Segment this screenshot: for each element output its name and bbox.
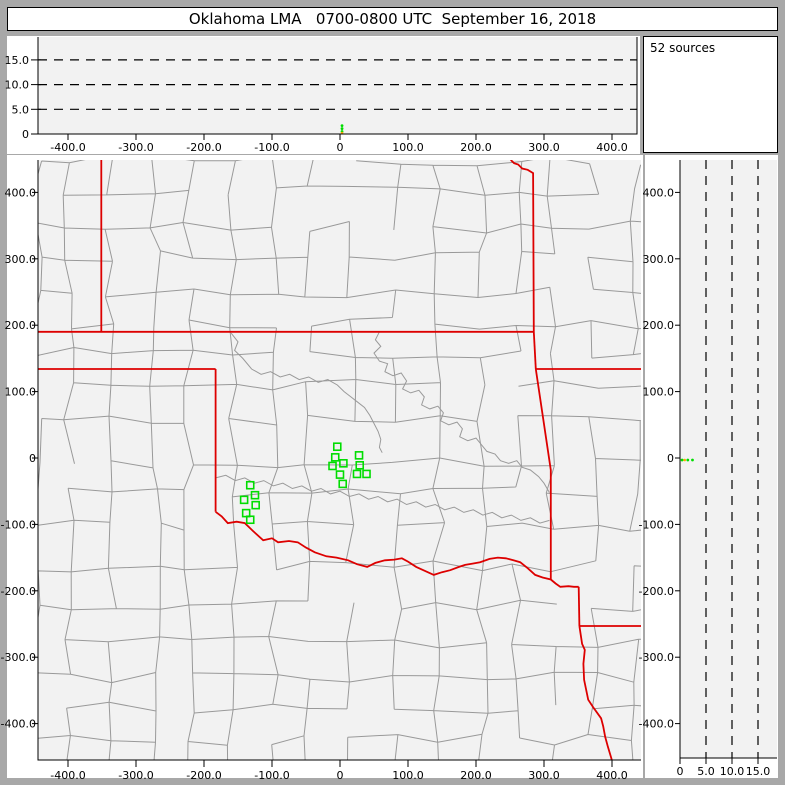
source-square: [335, 470, 345, 479]
alt-ew-ticks: -400.0 -300.0 -200.0 -100.0 0 100.0 200.0 300.0…: [5, 54, 628, 154]
y-tick-label: 300.0: [643, 253, 675, 266]
source-square: [250, 490, 260, 500]
x-tick-label: -300.0: [118, 141, 153, 154]
x-tick-label: 400.0: [596, 769, 628, 782]
alt-ns-dashed-gridlines: [705, 160, 759, 758]
y-tick-label: 300.0: [5, 253, 37, 266]
source-square: [362, 469, 371, 479]
source-square: [328, 461, 337, 471]
x-tick-label: -400.0: [50, 141, 85, 154]
x-tick-label: 10.0: [720, 765, 745, 778]
x-tick-label: 400.0: [596, 141, 628, 154]
x-tick-label: 300.0: [528, 769, 560, 782]
county-boundaries: [38, 160, 641, 760]
alt-ew-dashed-gridlines: [38, 59, 637, 110]
source-square: [339, 459, 348, 468]
source-point: [683, 458, 686, 462]
state-border-line: [578, 625, 613, 760]
map-axes: [37, 160, 641, 761]
alt-vs-ew-plot[interactable]: -400.0 -300.0 -200.0 -100.0 0 100.0 200.0 300.0…: [5, 36, 640, 156]
x-tick-label: 0: [337, 769, 344, 782]
y-tick-label: -400.0: [1, 718, 36, 731]
y-tick-label: -100.0: [639, 518, 674, 531]
river-line: [230, 332, 383, 453]
plan-view-plot[interactable]: -400.0 -300.0 -200.0 -100.0 0 100.0 200.0 300.0…: [1, 155, 647, 783]
alt-tick-label: 10.0: [5, 79, 30, 92]
alt-ew-plot-area: [38, 37, 637, 134]
x-tick-label: -200.0: [186, 141, 221, 154]
x-tick-label: 5.0: [697, 765, 715, 778]
alt-tick-label: 5.0: [12, 103, 30, 116]
source-square: [352, 469, 362, 479]
source-square: [239, 495, 249, 505]
source-count-label: 52 sources: [650, 41, 716, 55]
x-tick-label: 0: [677, 765, 684, 778]
source-square: [245, 515, 255, 525]
x-tick-label: -400.0: [50, 769, 85, 782]
alt-ew-axes: [37, 37, 638, 135]
source-square: [251, 500, 260, 510]
x-tick-label: -100.0: [254, 769, 289, 782]
y-tick-label: -300.0: [1, 651, 36, 664]
y-tick-label: -100.0: [1, 518, 36, 531]
lightning-sources: [239, 442, 371, 525]
alt-ns-sources: [680, 458, 694, 462]
alt-ns-ticks: 0 5.0 10.0 15.0 400.0 300.0 200.0 100.0 0 -100.0 -…: [639, 186, 771, 778]
y-tick-label: -400.0: [639, 718, 674, 731]
y-tick-label: 400.0: [643, 186, 675, 199]
y-tick-label: 200.0: [643, 319, 675, 332]
x-tick-label: 200.0: [460, 141, 492, 154]
y-tick-label: 200.0: [5, 319, 37, 332]
source-square: [330, 453, 340, 462]
y-tick-label: -200.0: [639, 585, 674, 598]
state-border-line: [534, 368, 552, 580]
source-square: [332, 442, 342, 452]
state-border-line: [532, 331, 537, 370]
state-border-line: [215, 511, 579, 588]
x-tick-label: -200.0: [186, 769, 221, 782]
source-square: [338, 479, 348, 489]
source-square: [245, 480, 255, 490]
source-point: [340, 127, 344, 130]
x-tick-label: 15.0: [746, 765, 771, 778]
alt-tick-label: 0: [22, 128, 29, 141]
alt-tick-label: 15.0: [5, 54, 30, 67]
rivers: [215, 331, 550, 524]
source-point: [340, 124, 344, 128]
river-line: [215, 474, 550, 524]
y-tick-label: -300.0: [639, 651, 674, 664]
y-tick-label: 400.0: [5, 186, 37, 199]
panel-source-count: 52 sources: [643, 36, 778, 153]
y-tick-label: 0: [667, 452, 674, 465]
source-square: [355, 461, 365, 470]
y-tick-label: 0: [29, 452, 36, 465]
source-point: [680, 458, 684, 462]
x-tick-label: -300.0: [118, 769, 153, 782]
y-tick-label: -200.0: [1, 585, 36, 598]
state-border-line: [577, 586, 581, 627]
y-tick-label: 100.0: [5, 386, 37, 399]
map-ticks: -400.0 -300.0 -200.0 -100.0 0 100.0 200.0 300.0…: [1, 186, 628, 782]
source-square: [354, 451, 364, 460]
x-tick-label: 100.0: [392, 769, 424, 782]
state-border-line: [510, 160, 535, 332]
river-line: [373, 331, 550, 493]
alt-vs-ns-plot[interactable]: 0 5.0 10.0 15.0 400.0 300.0 200.0 100.0 0 -100.0 -…: [639, 155, 785, 783]
x-tick-label: 100.0: [392, 141, 424, 154]
window-title: Oklahoma LMA 0700-0800 UTC September 16,…: [188, 10, 597, 28]
x-tick-label: 0: [337, 141, 344, 154]
source-point: [686, 458, 690, 462]
x-tick-label: 300.0: [528, 141, 560, 154]
alt-ew-sources: [340, 124, 344, 135]
x-tick-label: -100.0: [254, 141, 289, 154]
alt-ns-plot-area: [680, 160, 777, 758]
y-tick-label: 100.0: [643, 386, 675, 399]
state-borders: [38, 160, 641, 760]
title-bar: Oklahoma LMA 0700-0800 UTC September 16,…: [7, 7, 778, 31]
source-point: [691, 458, 694, 462]
x-tick-label: 200.0: [460, 769, 492, 782]
